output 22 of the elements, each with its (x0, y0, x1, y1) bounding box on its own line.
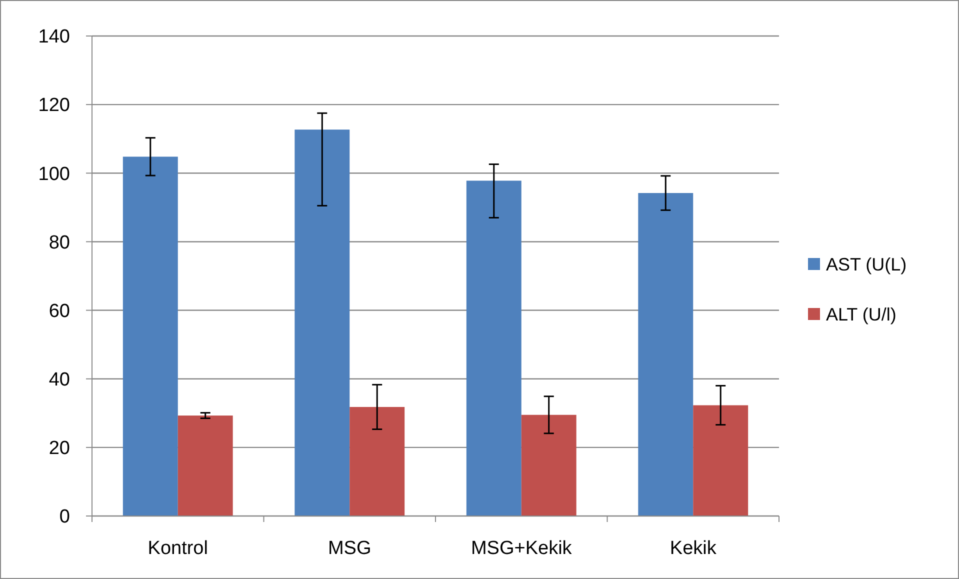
y-tick-label: 20 (48, 438, 70, 460)
x-tick-label: MSG+Kekik (470, 538, 572, 559)
y-tick-label: 100 (38, 164, 70, 185)
bar (693, 405, 748, 516)
x-tick-label: Kontrol (148, 538, 208, 559)
bar (638, 193, 694, 516)
y-tick-label: 140 (38, 26, 70, 48)
bar (466, 180, 522, 516)
y-tick-label: 0 (59, 506, 70, 528)
bar (122, 156, 178, 516)
y-tick-label: 40 (48, 370, 70, 391)
bar (521, 414, 576, 516)
bar (178, 416, 233, 516)
x-tick-label: MSG (328, 538, 372, 559)
y-tick-label: 120 (38, 95, 70, 116)
legend-label: AST (U(L) (826, 254, 907, 274)
bar (350, 406, 405, 516)
x-tick-label: Kekik (670, 538, 717, 559)
bar (294, 130, 350, 516)
y-tick-label: 80 (48, 232, 70, 254)
y-tick-label: 60 (48, 300, 70, 322)
legend-label: ALT (U/l) (826, 304, 896, 324)
